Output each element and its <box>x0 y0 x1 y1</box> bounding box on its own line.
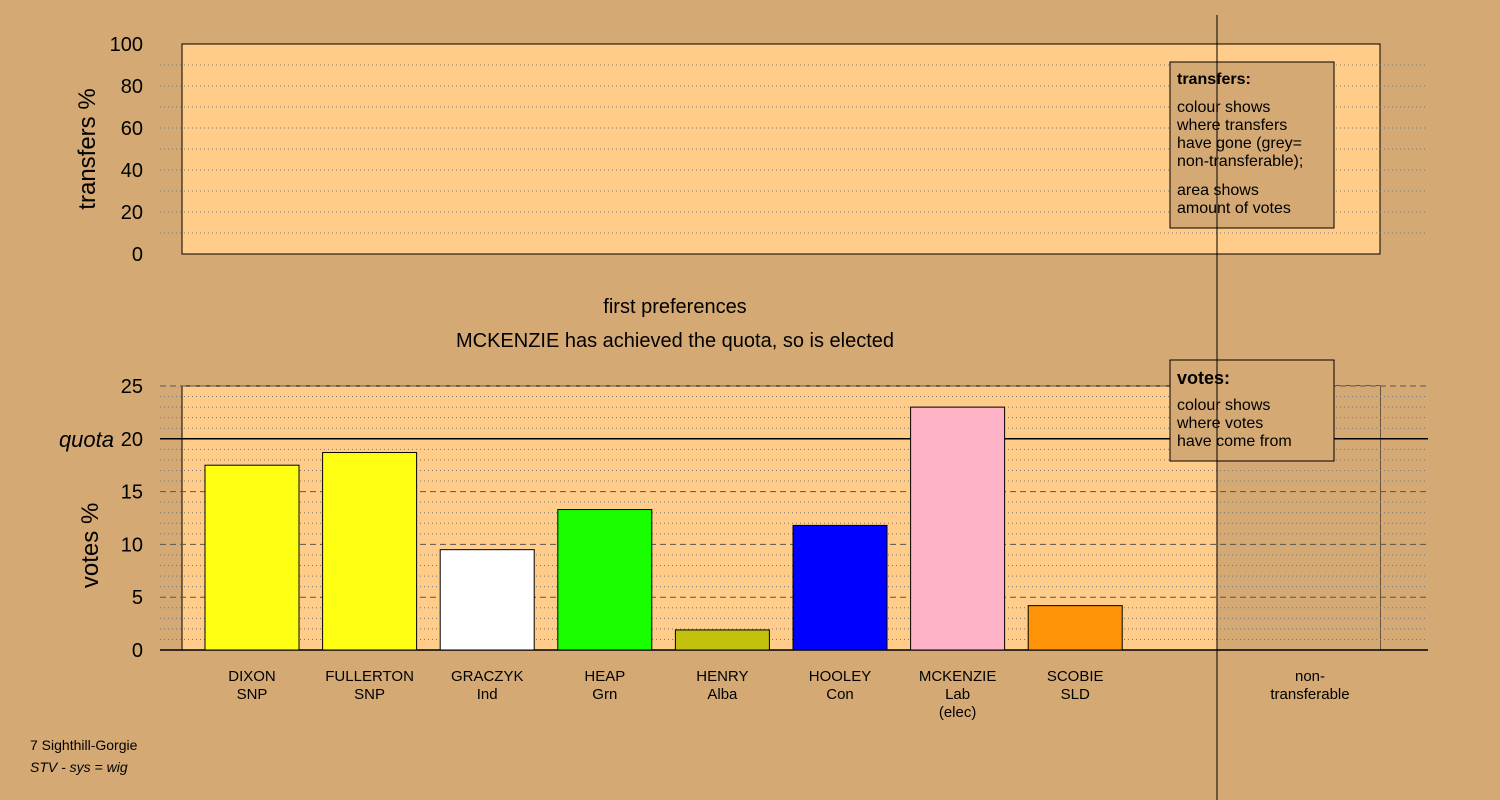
legend-line: non-transferable); <box>1177 153 1303 170</box>
bar-hooley <box>792 524 888 651</box>
votes-legend-box <box>1169 359 1335 462</box>
bar-dixon <box>204 464 300 651</box>
constituency-label: 7 Sighthill-Gorgie <box>30 737 138 753</box>
transfers-y-axis-label: transfers % <box>74 88 101 209</box>
category-label: Ind <box>477 686 498 703</box>
transfers-panel: 0 20 40 60 80 100 transfers % transfers: colo… <box>74 34 1428 266</box>
legend-line: amount of votes <box>1177 200 1291 217</box>
bar-heap <box>557 509 653 651</box>
legend-line: have gone (grey= <box>1177 135 1302 152</box>
bar-mckenzie <box>910 406 1006 651</box>
y-tick-label: 0 <box>132 244 143 266</box>
votes-bars <box>204 406 1123 651</box>
legend-line: have come from <box>1177 433 1292 450</box>
legend-line: colour shows <box>1177 397 1270 414</box>
y-tick-label: 5 <box>132 587 143 609</box>
category-label: SNP <box>237 686 268 703</box>
category-label: SNP <box>354 686 385 703</box>
category-label: (elec) <box>939 704 977 721</box>
category-label: HOOLEY <box>809 668 872 685</box>
votes-y-ticks: 0 5 10 15 20 25 <box>121 376 143 662</box>
transfers-legend-title: transfers: <box>1177 71 1251 88</box>
y-tick-label: 80 <box>121 76 143 98</box>
votes-y-axis-label: votes % <box>77 503 104 588</box>
chart-subtitle: MCKENZIE has achieved the quota, so is e… <box>456 330 894 352</box>
candidate-labels: DIXONSNPFULLERTONSNPGRACZYKIndHEAPGrnHEN… <box>228 668 1103 721</box>
legend-line: colour shows <box>1177 99 1270 116</box>
category-label: DIXON <box>228 668 276 685</box>
y-tick-label: 25 <box>121 376 143 398</box>
category-label: Lab <box>945 686 970 703</box>
category-label: Alba <box>707 686 738 703</box>
votes-legend-title: votes: <box>1177 368 1230 388</box>
bar-fullerton <box>322 452 418 651</box>
system-label: STV - sys = wig <box>30 759 128 775</box>
quota-label: quota <box>59 427 114 452</box>
y-tick-label: 20 <box>121 429 143 451</box>
y-tick-label: 40 <box>121 160 143 182</box>
y-tick-label: 20 <box>121 202 143 224</box>
transfers-legend-box <box>1169 61 1335 229</box>
category-label: HENRY <box>696 668 748 685</box>
bar-scobie <box>1027 605 1123 651</box>
legend-line: where votes <box>1176 415 1263 432</box>
category-label: GRACZYK <box>451 668 524 685</box>
y-tick-label: 0 <box>132 640 143 662</box>
y-tick-label: 100 <box>110 34 143 56</box>
transfers-y-ticks: 0 20 40 60 80 100 <box>110 34 143 266</box>
category-label: Con <box>826 686 854 703</box>
nontransferable-label-line: non- <box>1295 668 1325 685</box>
chart-title: first preferences <box>603 296 746 318</box>
y-tick-label: 60 <box>121 118 143 140</box>
legend-line: where transfers <box>1176 117 1287 134</box>
nontransferable-label: non-transferable <box>1270 668 1349 703</box>
category-label: FULLERTON <box>325 668 414 685</box>
category-label: SCOBIE <box>1047 668 1104 685</box>
y-tick-label: 10 <box>121 534 143 556</box>
category-label: MCKENZIE <box>919 668 997 685</box>
category-label: Grn <box>592 686 617 703</box>
bar-henry <box>674 629 770 651</box>
category-label: SLD <box>1061 686 1090 703</box>
legend-line: area shows <box>1177 182 1259 199</box>
category-label: HEAP <box>584 668 625 685</box>
nontransferable-label-line: transferable <box>1270 686 1349 703</box>
y-tick-label: 15 <box>121 482 143 504</box>
bar-graczyk <box>439 549 535 651</box>
